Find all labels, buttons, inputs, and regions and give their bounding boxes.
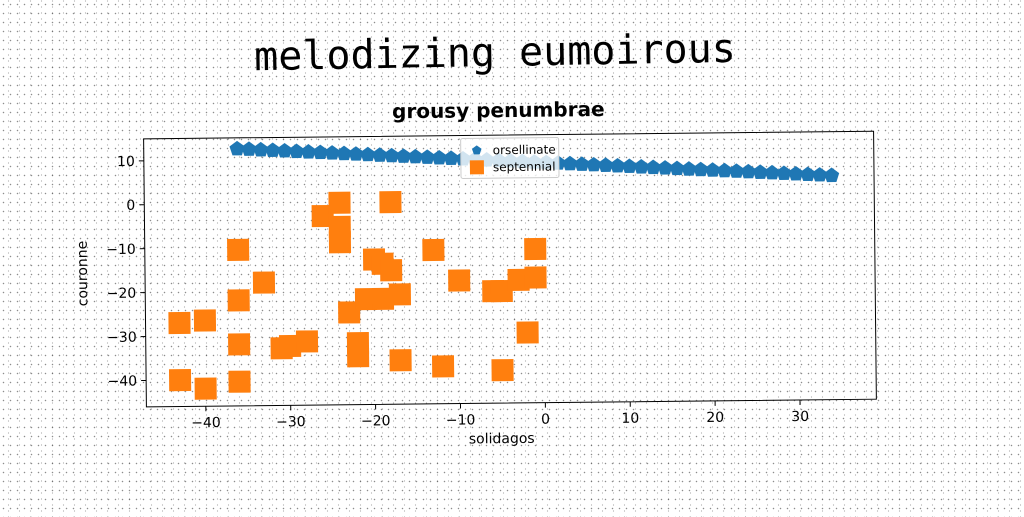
septennial-point: [379, 191, 401, 213]
septennial-point: [329, 231, 351, 253]
septennial-point: [517, 321, 539, 343]
y-tick-label: −10: [106, 242, 136, 258]
septennial-point: [491, 359, 513, 381]
chart-title: grousy penumbrae: [392, 97, 605, 123]
septennial-point: [389, 283, 411, 305]
x-tick-label: 0: [541, 412, 550, 428]
septennial-point: [422, 239, 444, 261]
septennial-point: [228, 371, 250, 393]
septennial-point: [448, 269, 470, 291]
x-axis-label: solidagos: [469, 431, 535, 448]
septennial-point: [347, 345, 369, 367]
septennial-point: [296, 330, 318, 352]
septennial-point: [253, 271, 275, 293]
y-axis-ticks: 10 0 −10 −20 −30 −40: [105, 154, 146, 390]
septennial-point: [168, 312, 190, 334]
legend-label-septennial: septennial: [493, 160, 556, 175]
x-tick-label: 20: [706, 410, 724, 426]
septennial-point: [524, 266, 546, 288]
septennial-point: [524, 238, 546, 260]
septennial-point: [432, 355, 454, 377]
legend-marker-septennial: [470, 160, 484, 174]
x-tick-label: 30: [791, 409, 809, 425]
series-septennial: [167, 190, 548, 400]
legend-label-orsellinate: orsellinate: [493, 143, 556, 158]
x-tick-label: −10: [446, 412, 476, 428]
y-tick-label: −40: [108, 374, 138, 390]
y-axis-label: couronne: [75, 241, 92, 307]
septennial-point: [328, 192, 350, 214]
septennial-point: [380, 259, 402, 281]
septennial-point: [194, 309, 216, 331]
x-tick-label: −30: [276, 414, 306, 430]
y-tick-label: 10: [117, 154, 135, 170]
legend: orsellinate septennial: [461, 138, 559, 179]
septennial-point: [228, 289, 250, 311]
x-tick-label: 10: [621, 411, 639, 427]
septennial-point: [169, 369, 191, 391]
x-axis-ticks: −40 −30 −20 −10 0 10 20 30: [191, 400, 809, 431]
x-tick-label: −20: [361, 413, 391, 429]
y-tick-label: 0: [126, 198, 135, 214]
septennial-point: [195, 378, 217, 400]
y-tick-label: −30: [107, 330, 137, 346]
septennial-point: [228, 333, 250, 355]
orsellinate-point: [824, 167, 839, 182]
x-tick-label: −40: [191, 415, 221, 431]
y-tick-label: −20: [107, 286, 137, 302]
septennial-point: [227, 239, 249, 261]
septennial-point: [389, 349, 411, 371]
